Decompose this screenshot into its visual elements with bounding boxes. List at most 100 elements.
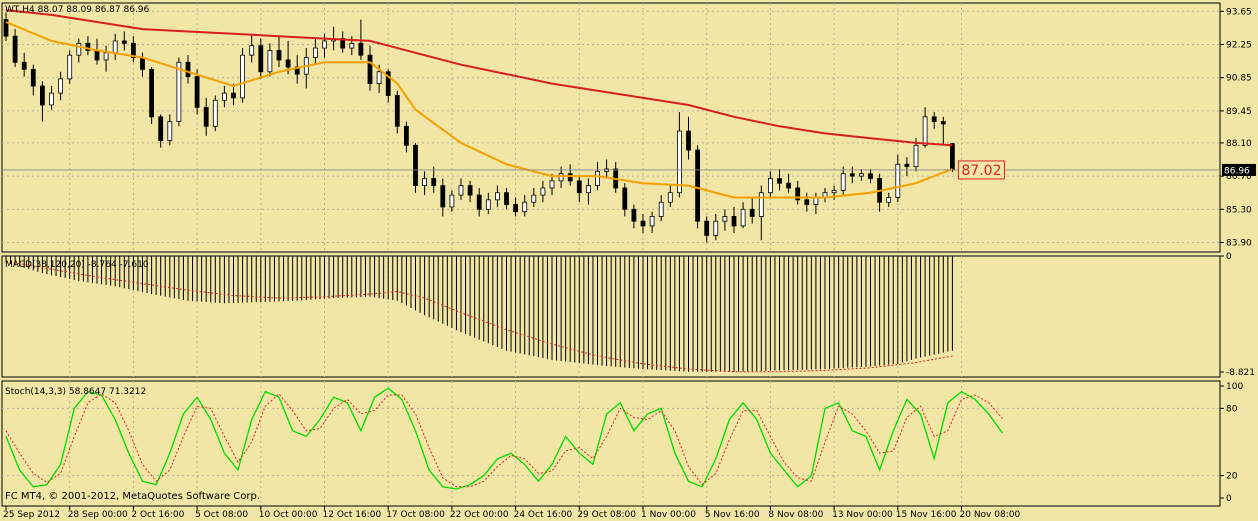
candle[interactable] xyxy=(422,171,428,196)
candle[interactable] xyxy=(931,112,937,129)
price-panel[interactable]: 87.02 xyxy=(2,9,1220,243)
candle[interactable] xyxy=(777,169,782,191)
candle[interactable] xyxy=(576,176,582,203)
candle[interactable] xyxy=(149,67,155,124)
candle[interactable] xyxy=(130,36,136,63)
candle[interactable] xyxy=(476,187,482,217)
candle[interactable] xyxy=(649,211,655,234)
candle[interactable] xyxy=(267,43,273,77)
candle[interactable] xyxy=(586,178,591,205)
candle[interactable] xyxy=(667,185,673,207)
candle[interactable] xyxy=(249,33,255,63)
candle[interactable] xyxy=(212,95,218,132)
candle[interactable] xyxy=(895,154,901,203)
candle[interactable] xyxy=(258,38,264,79)
candle[interactable] xyxy=(795,180,801,205)
candle[interactable] xyxy=(922,107,928,148)
candle[interactable] xyxy=(749,197,755,224)
candle[interactable] xyxy=(467,180,473,203)
candle[interactable] xyxy=(49,86,54,110)
candle[interactable] xyxy=(221,86,227,108)
candle[interactable] xyxy=(731,206,737,234)
candle[interactable] xyxy=(549,173,555,196)
candle[interactable] xyxy=(658,195,664,222)
candle[interactable] xyxy=(686,116,691,160)
candle[interactable] xyxy=(440,178,446,217)
candle[interactable] xyxy=(449,190,455,212)
candle[interactable] xyxy=(12,29,18,68)
candle[interactable] xyxy=(513,197,518,217)
candle[interactable] xyxy=(494,185,500,207)
candle[interactable] xyxy=(531,187,537,207)
candle[interactable] xyxy=(522,195,528,217)
candle[interactable] xyxy=(849,166,855,184)
candle[interactable] xyxy=(285,40,291,75)
candle[interactable] xyxy=(40,81,45,122)
candle[interactable] xyxy=(485,192,491,215)
candle[interactable] xyxy=(431,166,437,193)
candle[interactable] xyxy=(504,187,509,210)
candle[interactable] xyxy=(3,12,9,41)
candle[interactable] xyxy=(695,145,700,229)
time-tick-label: 17 Oct 08:00 xyxy=(386,510,445,520)
candle-body xyxy=(549,180,555,189)
candle[interactable] xyxy=(121,31,127,51)
price-tick-label: 83.90 xyxy=(1226,239,1252,249)
candle[interactable] xyxy=(158,114,164,148)
candle[interactable] xyxy=(203,97,209,136)
candle[interactable] xyxy=(540,180,546,203)
candle[interactable] xyxy=(567,164,573,186)
candle-body xyxy=(758,192,764,217)
candle-body xyxy=(285,59,291,68)
candle[interactable] xyxy=(940,116,946,146)
candle[interactable] xyxy=(231,83,236,105)
candle[interactable] xyxy=(840,166,846,196)
candle[interactable] xyxy=(385,69,391,103)
candle[interactable] xyxy=(312,38,318,65)
candle[interactable] xyxy=(67,50,73,84)
candle[interactable] xyxy=(704,216,710,243)
candle[interactable] xyxy=(194,69,200,115)
candle[interactable] xyxy=(167,114,173,146)
candle[interactable] xyxy=(950,143,955,173)
candle-body xyxy=(749,208,755,217)
candle[interactable] xyxy=(394,90,400,134)
candle[interactable] xyxy=(413,142,418,193)
candle[interactable] xyxy=(276,36,282,68)
candle[interactable] xyxy=(367,45,373,91)
candle[interactable] xyxy=(403,121,409,153)
candle[interactable] xyxy=(713,214,719,241)
price-callout-value: 87.02 xyxy=(961,163,1001,179)
candle[interactable] xyxy=(240,48,246,103)
candle[interactable] xyxy=(458,178,464,200)
time-tick-label: 15 Nov 16:00 xyxy=(896,510,957,520)
candle[interactable] xyxy=(58,71,63,101)
price-tick-label: 89.45 xyxy=(1226,107,1252,117)
candle[interactable] xyxy=(21,52,27,77)
candle[interactable] xyxy=(804,192,810,212)
macd-panel[interactable] xyxy=(5,256,953,373)
candle[interactable] xyxy=(677,112,682,198)
macd-tick-label: -8.821 xyxy=(1226,368,1255,378)
candle[interactable] xyxy=(758,185,764,241)
candle[interactable] xyxy=(722,209,728,231)
candle[interactable] xyxy=(859,169,864,181)
candle[interactable] xyxy=(30,64,36,96)
candle-body xyxy=(85,42,91,51)
candle[interactable] xyxy=(185,55,191,84)
time-tick-label: 12 Oct 16:00 xyxy=(323,510,382,520)
candle-body xyxy=(849,173,855,177)
candle[interactable] xyxy=(886,192,892,207)
candle[interactable] xyxy=(904,157,910,177)
candle[interactable] xyxy=(640,214,646,234)
candle[interactable] xyxy=(85,36,91,56)
candle[interactable] xyxy=(768,171,773,198)
candle[interactable] xyxy=(631,204,637,229)
candle[interactable] xyxy=(740,202,746,229)
candle-body xyxy=(158,116,164,141)
candle[interactable] xyxy=(786,173,791,193)
stochastic-panel[interactable] xyxy=(2,387,1220,490)
candle[interactable] xyxy=(622,183,628,217)
candle[interactable] xyxy=(76,38,82,63)
candle[interactable] xyxy=(868,169,873,184)
